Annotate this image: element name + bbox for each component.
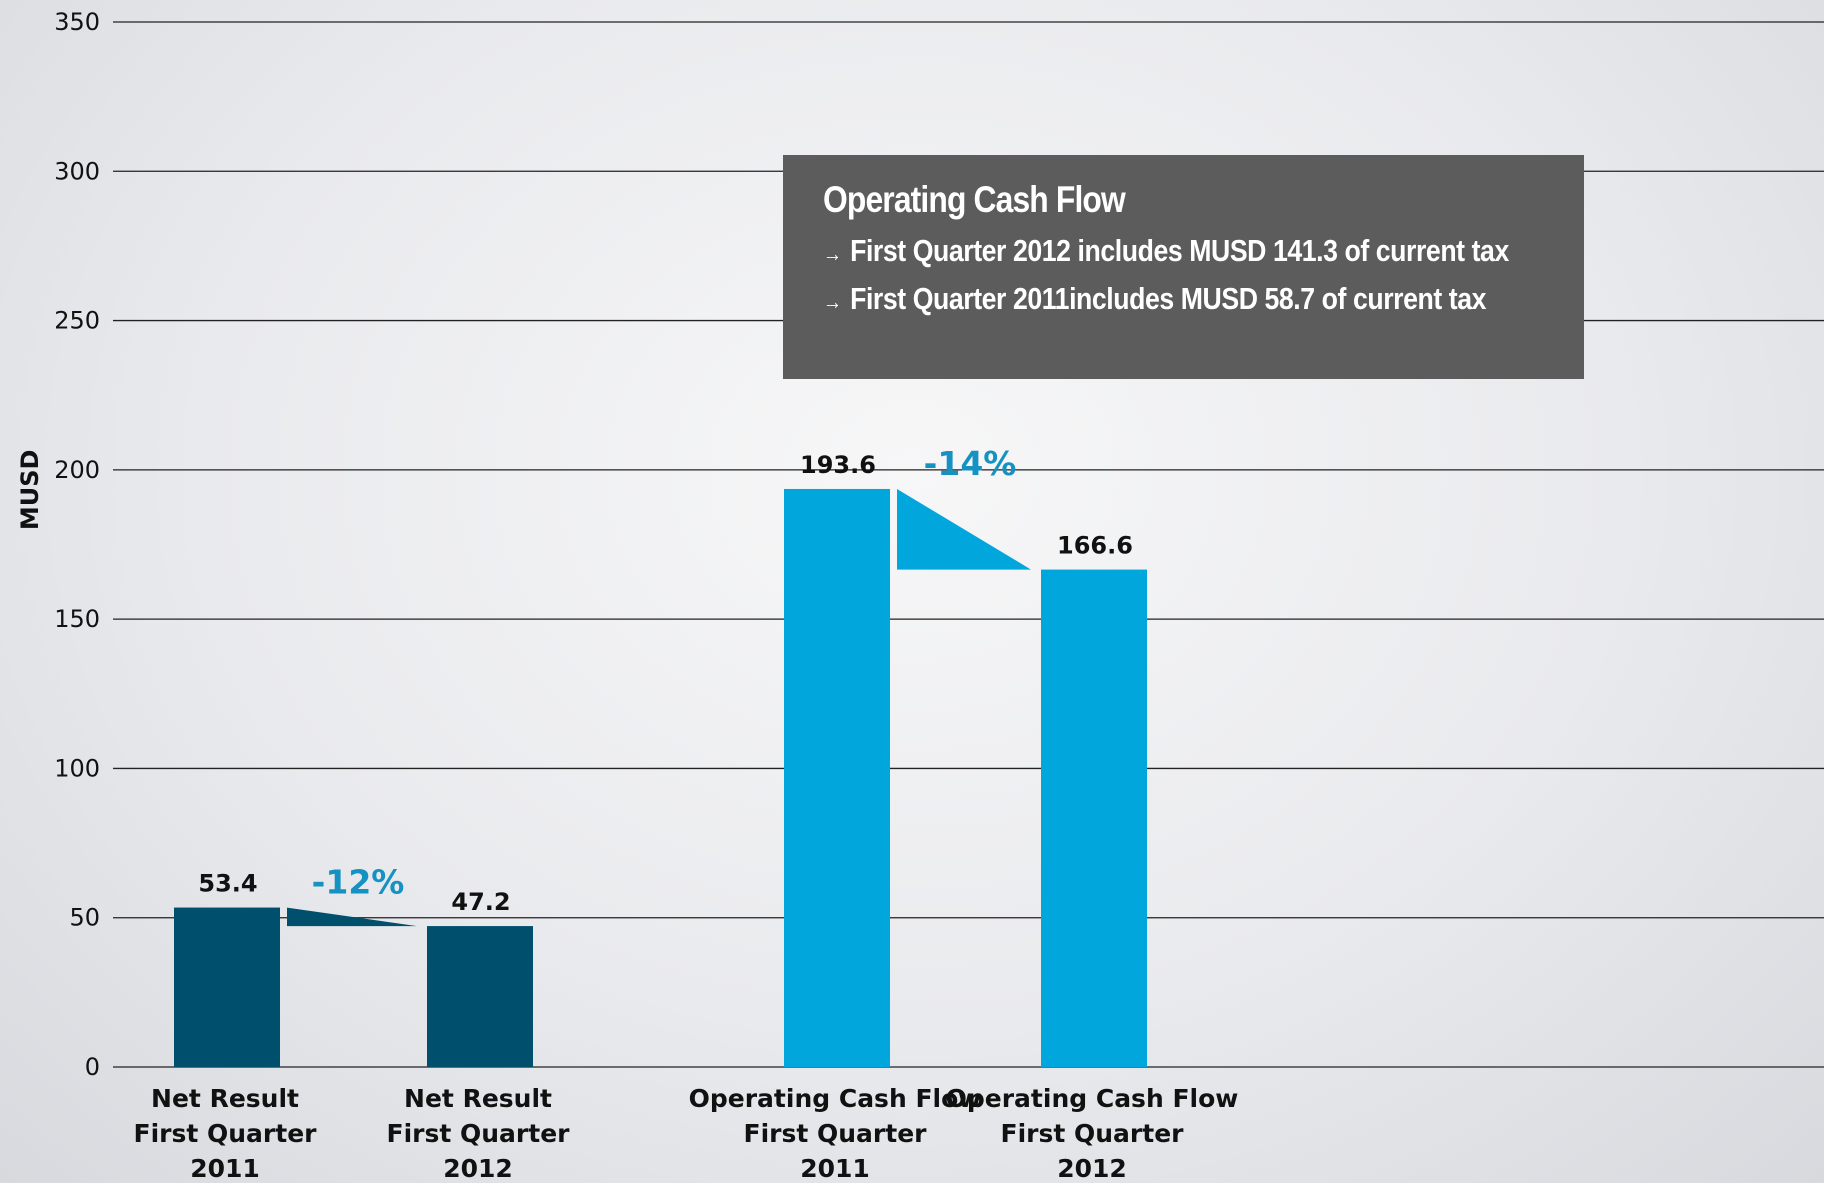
bar xyxy=(427,926,533,1067)
x-tick-label-line: First Quarter xyxy=(744,1119,928,1148)
data-label: 53.4 xyxy=(198,870,257,898)
bar xyxy=(174,907,280,1067)
y-tick-label: 250 xyxy=(54,307,100,335)
arrow-right-icon: → xyxy=(823,241,842,266)
x-tick-label-line: 2011 xyxy=(800,1154,870,1183)
x-tick-label-line: 2012 xyxy=(443,1154,513,1183)
x-tick-label-line: First Quarter xyxy=(387,1119,571,1148)
x-tick-label-line: 2012 xyxy=(1057,1154,1127,1183)
data-label: 47.2 xyxy=(451,888,510,916)
arrow-right-icon: → xyxy=(823,289,842,314)
x-tick-label: Net Result First Quarter 2012 xyxy=(387,1084,571,1183)
x-tick-label-line: First Quarter xyxy=(1001,1119,1185,1148)
info-box-item: → First Quarter 2012 includes MUSD 141.3 … xyxy=(823,233,1509,269)
x-tick-label: Operating Cash Flow First Quarter 2011 xyxy=(689,1084,982,1183)
x-tick-label: Net Result First Quarter 2011 xyxy=(134,1084,318,1183)
x-axis-categories: Net Result First Quarter 2011 Net Result Fir… xyxy=(134,1084,1239,1183)
change-triangle xyxy=(897,488,1031,570)
x-tick-label-line: Net Result xyxy=(404,1084,552,1113)
x-tick-label-line: 2011 xyxy=(190,1154,260,1183)
change-label: -14% xyxy=(924,444,1017,483)
info-box-title: Operating Cash Flow xyxy=(823,179,1126,220)
x-tick-label-line: Net Result xyxy=(151,1084,299,1113)
y-tick-label: 50 xyxy=(69,904,100,932)
change-label: -12% xyxy=(312,863,405,902)
x-tick-label-line: Operating Cash Flow xyxy=(689,1084,982,1113)
info-box: Operating Cash Flow → First Quarter 2012 … xyxy=(783,155,1584,379)
change-triangle xyxy=(287,907,417,927)
y-tick-label: 300 xyxy=(54,157,100,185)
data-label: 166.6 xyxy=(1057,532,1133,560)
x-tick-label: Operating Cash Flow First Quarter 2012 xyxy=(946,1084,1239,1183)
y-axis-label: MUSD xyxy=(16,450,44,531)
change-indicators: -12% -14% xyxy=(287,444,1031,927)
info-box-item-text: First Quarter 2011includes MUSD 58.7 of … xyxy=(850,281,1487,316)
y-tick-label: 350 xyxy=(54,8,100,36)
y-tick-label: 150 xyxy=(54,605,100,633)
data-label: 193.6 xyxy=(800,451,876,479)
y-tick-label: 0 xyxy=(85,1053,100,1081)
bars: 53.4 47.2 193.6 166.6 xyxy=(174,451,1147,1068)
info-box-item: → First Quarter 2011includes MUSD 58.7 of… xyxy=(823,281,1486,317)
y-tick-label: 200 xyxy=(54,456,100,484)
bar xyxy=(1041,569,1147,1067)
x-tick-label-line: Operating Cash Flow xyxy=(946,1084,1239,1113)
bar xyxy=(784,488,890,1068)
x-tick-label-line: First Quarter xyxy=(134,1119,318,1148)
y-tick-label: 100 xyxy=(54,754,100,782)
info-box-item-text: First Quarter 2012 includes MUSD 141.3 o… xyxy=(850,233,1509,268)
y-axis-ticks: 0 50 100 150 200 250 300 350 xyxy=(54,8,100,1081)
